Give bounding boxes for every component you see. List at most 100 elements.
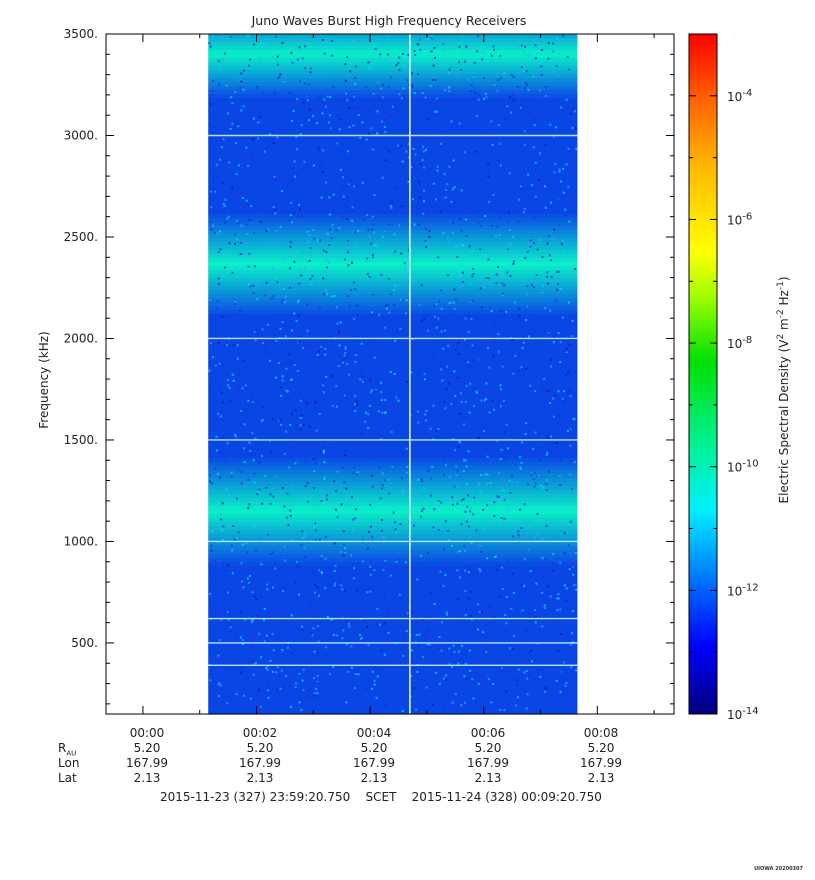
noise-speck [411,72,413,75]
spectrogram-row [208,126,578,131]
noise-speck [526,532,528,535]
noise-speck [413,50,416,52]
spectrogram-row [208,62,578,67]
noise-speck [535,616,538,619]
noise-speck [479,474,482,477]
noise-speck [562,249,565,252]
noise-speck [356,404,358,406]
noise-speck [539,459,542,461]
noise-speck [308,119,310,122]
noise-speck [421,618,424,621]
noise-speck [497,249,500,252]
noise-speck [280,409,282,412]
noise-speck [462,470,465,473]
noise-speck [505,423,508,426]
noise-speck [485,365,488,368]
noise-speck [400,211,403,214]
noise-speck [293,160,296,163]
noise-speck [515,701,518,704]
noise-speck [345,701,348,704]
noise-speck [354,76,357,79]
noise-speck [283,81,286,83]
noise-speck [419,163,422,166]
noise-speck [257,121,260,124]
noise-speck [561,397,564,400]
noise-speck [380,649,383,652]
noise-speck [335,229,338,232]
noise-speck [456,73,459,76]
noise-speck [284,324,287,327]
noise-speck [256,493,259,496]
noise-speck [296,58,299,61]
noise-speck [488,200,491,203]
noise-speck [505,509,508,512]
noise-speck [296,566,299,569]
noise-speck [540,73,543,76]
noise-speck [546,585,549,588]
noise-speck [223,683,226,686]
noise-speck [301,629,304,632]
noise-speck [456,469,459,472]
noise-speck [478,150,481,153]
noise-speck [395,64,398,67]
noise-speck [230,96,232,99]
noise-speck [387,696,390,699]
noise-speck [383,592,386,595]
noise-speck [435,97,438,100]
noise-speck [254,339,257,342]
noise-speck [404,567,407,570]
noise-speck [300,709,303,712]
noise-speck [483,77,486,80]
noise-speck [395,108,398,111]
noise-speck [373,356,376,359]
noise-speck [262,92,265,95]
noise-speck [346,200,349,203]
noise-speck [361,500,363,503]
noise-speck [291,120,294,123]
noise-speck [434,110,437,113]
noise-speck [366,257,369,260]
noise-speck [401,189,404,191]
noise-speck [462,174,465,177]
noise-speck [469,283,472,286]
noise-speck [457,445,460,448]
noise-speck [316,122,319,125]
spectrogram-row [208,238,578,243]
noise-speck [574,393,577,396]
noise-speck [406,79,409,82]
spectrogram-row [208,314,578,319]
spectrogram-row [208,614,578,619]
noise-speck [298,593,300,596]
noise-speck [283,301,286,304]
noise-speck [272,268,275,271]
noise-speck [403,95,406,98]
noise-speck [361,628,364,631]
noise-speck [412,198,414,201]
noise-speck [268,133,271,136]
noise-speck [476,114,478,117]
noise-speck [407,53,410,56]
noise-speck [240,109,243,112]
noise-speck [495,225,498,228]
noise-speck [271,670,274,673]
noise-speck [430,50,433,53]
spectrogram-row [208,230,578,235]
noise-speck [423,166,426,169]
noise-speck [338,128,341,131]
noise-speck [506,271,509,274]
noise-speck [470,618,473,621]
noise-speck [333,569,336,572]
noise-speck [480,550,483,553]
noise-speck [414,153,417,156]
noise-speck [285,430,288,433]
noise-speck [219,68,222,71]
spectrogram-row [208,710,578,715]
noise-speck [348,373,350,376]
noise-speck [244,384,247,387]
noise-speck [373,679,376,682]
noise-speck [275,671,278,674]
ephem-lon: 167.99 [353,756,395,770]
noise-speck [405,471,408,474]
noise-speck [371,485,374,488]
noise-speck [221,59,224,62]
